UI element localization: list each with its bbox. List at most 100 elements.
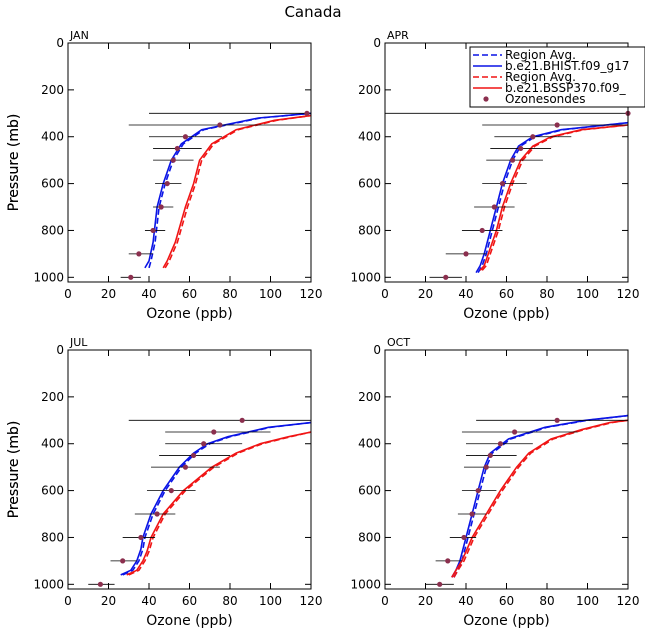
x-tick-label: 20 xyxy=(101,594,116,608)
sonde-point xyxy=(445,558,451,564)
y-tick-label: 0 xyxy=(373,36,381,50)
legend-label: b.e21.BHIST.f09_g17 xyxy=(505,59,629,73)
x-axis-label: Ozone (ppb) xyxy=(146,306,232,322)
y-axis-label: Pressure (mb) xyxy=(6,114,22,212)
y-axis-label: Pressure (mb) xyxy=(6,114,22,212)
x-tick-label: 120 xyxy=(300,287,323,301)
x-axis-label: Ozone (ppb) xyxy=(463,613,549,629)
x-tick-label: 80 xyxy=(539,594,554,608)
x-tick-label: 20 xyxy=(101,287,116,301)
panel-title: OCT xyxy=(387,336,410,349)
sonde-point xyxy=(554,417,560,423)
x-tick-label: 80 xyxy=(222,287,237,301)
sonde-point xyxy=(530,134,536,140)
sonde-point xyxy=(97,581,103,587)
sonde-point xyxy=(483,464,489,470)
x-tick-label: 60 xyxy=(182,594,197,608)
sonde-point xyxy=(461,534,467,541)
y-tick-label: 0 xyxy=(373,343,381,357)
y-axis-label: Pressure (mb) xyxy=(6,421,22,519)
panel-oct: 0 20 40 60 80 100 12002004006008001000OCTOzone… xyxy=(6,336,639,629)
sonde-point xyxy=(164,180,170,187)
x-axis-label: Ozone (ppb) xyxy=(146,613,232,629)
legend-label: Region Avg. xyxy=(505,70,576,84)
series-line-blue-solid xyxy=(451,414,628,578)
series-line-red-solid xyxy=(479,124,628,271)
sonde-point xyxy=(120,558,126,564)
x-tick-label: 20 xyxy=(418,287,433,301)
x-tick-label: 20 xyxy=(418,594,433,608)
legend-label: b.e21.BSSP370.f09_ xyxy=(505,81,627,95)
y-tick-label: 1000 xyxy=(33,270,64,284)
sonde-point xyxy=(437,581,443,587)
x-tick-label: 0 xyxy=(64,594,72,608)
sonde-point xyxy=(499,180,506,187)
plot-frame xyxy=(384,349,629,590)
series-line-blue-solid xyxy=(475,121,628,274)
sonde-point xyxy=(217,122,223,128)
plot-frame xyxy=(384,42,629,283)
legend-marker xyxy=(483,96,489,102)
y-tick-label: 0 xyxy=(56,36,64,50)
sonde-point xyxy=(201,441,207,447)
y-tick-label: 400 xyxy=(358,130,381,144)
sonde-point xyxy=(497,441,504,447)
x-tick-label: 80 xyxy=(539,287,554,301)
sonde-point xyxy=(182,464,189,470)
sonde-point xyxy=(509,157,516,163)
legend-label: Region Avg. xyxy=(505,48,576,62)
x-tick-label: 120 xyxy=(617,287,640,301)
sonde-point xyxy=(211,429,217,435)
y-tick-label: 800 xyxy=(358,530,381,544)
plot-frame xyxy=(67,349,312,590)
sonde-point xyxy=(463,251,469,257)
x-axis-label: Ozone (ppb) xyxy=(463,306,549,322)
series-line-blue-dashed xyxy=(477,121,628,274)
series-line-red-solid xyxy=(126,431,311,576)
y-tick-label: 800 xyxy=(41,530,64,544)
sonde-point xyxy=(554,122,560,128)
legend-box xyxy=(469,46,645,108)
x-tick-label: 40 xyxy=(458,594,473,608)
panel-jul: 0 20 40 60 80 100 120 0 200 400 600 800 1000 JUL Ozone… xyxy=(6,336,322,629)
panel-title: APR xyxy=(387,29,409,42)
x-tick-label: 40 xyxy=(141,287,156,301)
sonde-point xyxy=(304,110,310,116)
y-axis-label: Pressure (mb) xyxy=(6,421,22,519)
x-tick-label: 100 xyxy=(259,594,282,608)
sonde-point xyxy=(518,145,524,152)
x-tick-label: 0 xyxy=(64,287,72,301)
sonde-point xyxy=(443,274,449,280)
x-tick-label: 120 xyxy=(617,594,640,608)
legend-label: Ozonesondes xyxy=(505,92,586,106)
x-tick-label: 40 xyxy=(141,594,156,608)
y-tick-label: 600 xyxy=(358,177,381,191)
y-tick-label: 200 xyxy=(358,83,381,97)
sonde-point xyxy=(475,487,481,494)
x-tick-label: 0 xyxy=(381,594,389,608)
y-tick-label: 1000 xyxy=(350,577,381,591)
sonde-point xyxy=(479,227,485,234)
sonde-point xyxy=(168,487,174,494)
series-line-red-dashed xyxy=(481,124,628,271)
y-tick-label: 400 xyxy=(41,437,64,451)
panel-jan: 0 20 40 60 80 100 120 0 200 400 600 800 1000 JAN Ozone… xyxy=(6,29,322,322)
sonde-point xyxy=(158,204,164,210)
sonde-point xyxy=(128,274,134,280)
x-tick-label: 0 xyxy=(381,287,389,301)
y-tick-label: 600 xyxy=(41,484,64,498)
x-tick-label: 100 xyxy=(576,287,599,301)
y-tick-label: 800 xyxy=(41,223,64,237)
plot-frame xyxy=(67,42,312,283)
x-tick-label: 80 xyxy=(222,594,237,608)
series-line-blue-solid xyxy=(144,112,311,269)
x-tick-label: 100 xyxy=(259,287,282,301)
x-tick-label: 120 xyxy=(300,594,323,608)
panel-title: JUL xyxy=(69,336,88,349)
series-line-red-solid xyxy=(451,419,628,578)
x-tick-label: 100 xyxy=(576,594,599,608)
series-line-blue-dashed xyxy=(453,414,628,578)
y-tick-label: 800 xyxy=(358,223,381,237)
